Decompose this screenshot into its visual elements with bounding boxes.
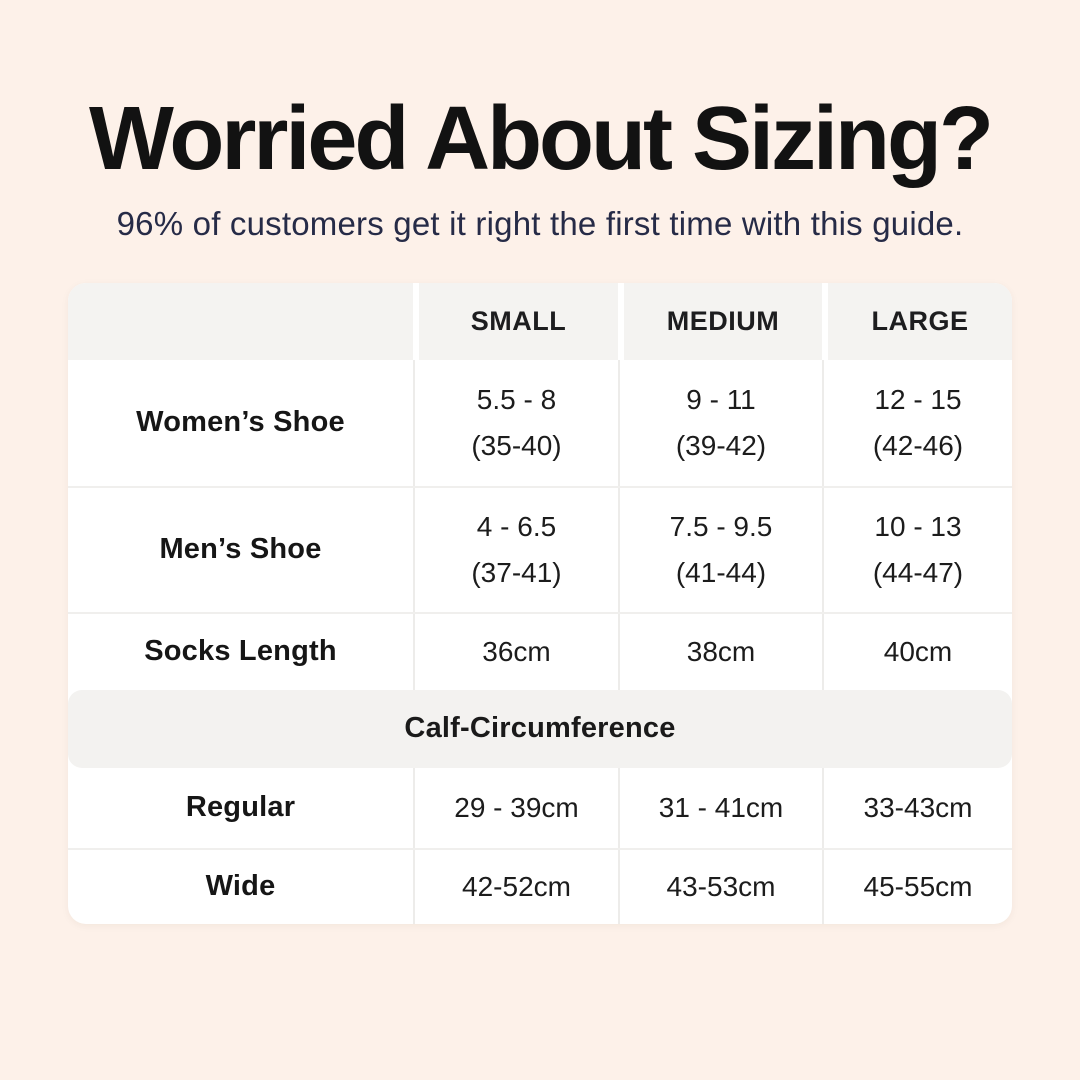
shoe-size-range: 12 - 15 [874, 384, 962, 416]
cell-regular-large: 33-43cm [822, 767, 1012, 848]
shoe-size-range: 9 - 11 [686, 384, 756, 416]
header-medium-label: MEDIUM [666, 305, 780, 336]
socks-length-value: 38cm [686, 635, 756, 667]
row-label: Wide [205, 870, 276, 902]
cell-regular-small: 29 - 39cm [413, 767, 618, 848]
row-label-cell: Men’s Shoe [68, 488, 413, 612]
table-row-regular: Regular 29 - 39cm 31 - 41cm 33-43cm [68, 767, 1012, 848]
size-table-card: SMALL MEDIUM LARGE Women’s Shoe 5.5 - 8 … [68, 282, 1012, 924]
shoe-size-range: 5.5 - 8 [476, 384, 557, 416]
header-cell-large: LARGE [822, 282, 1012, 360]
calf-value: 33-43cm [863, 791, 973, 823]
row-label: Women’s Shoe [136, 406, 345, 438]
cell-mens-large: 10 - 13 (44-47) [822, 487, 1012, 612]
shoe-size-eu: (42-46) [872, 429, 964, 461]
cell-socks-medium: 38cm [618, 613, 822, 690]
socks-length-value: 36cm [482, 635, 551, 667]
cell-socks-small: 36cm [413, 613, 618, 690]
shoe-size-range: 7.5 - 9.5 [669, 511, 773, 543]
header-small-label: SMALL [470, 305, 567, 336]
row-label-cell: Regular [68, 768, 413, 848]
cell-wide-medium: 43-53cm [618, 849, 822, 924]
socks-length-value: 40cm [883, 635, 953, 667]
cell-womens-small: 5.5 - 8 (35-40) [413, 359, 618, 486]
calf-value: 43-53cm [666, 870, 776, 902]
cell-womens-medium: 9 - 11 (39-42) [618, 359, 822, 486]
page-title: Worried About Sizing? [89, 89, 994, 189]
cell-regular-medium: 31 - 41cm [618, 767, 822, 848]
row-label: Regular [185, 791, 296, 823]
header-cell-empty [68, 282, 413, 360]
header-cell-small: SMALL [413, 282, 618, 360]
calf-value: 42-52cm [462, 870, 571, 902]
calf-value: 31 - 41cm [658, 791, 784, 823]
cell-mens-small: 4 - 6.5 (37-41) [413, 487, 618, 612]
table-row-wide: Wide 42-52cm 43-53cm 45-55cm [68, 847, 1012, 924]
shoe-size-eu: (35-40) [471, 429, 562, 461]
shoe-size-eu: (41-44) [675, 556, 767, 588]
table-row-socks-length: Socks Length 36cm 38cm 40cm [68, 611, 1012, 690]
table-row-womens-shoe: Women’s Shoe 5.5 - 8 (35-40) 9 - 11 (39-… [68, 359, 1012, 486]
cell-socks-large: 40cm [822, 613, 1012, 690]
page-subtitle: 96% of customers get it right the first … [116, 204, 964, 242]
shoe-size-eu: (44-47) [872, 556, 964, 588]
header-large-label: LARGE [871, 305, 969, 336]
shoe-size-eu: (37-41) [471, 556, 562, 588]
row-label-cell: Wide [68, 850, 413, 924]
shoe-size-eu: (39-42) [675, 429, 767, 461]
header-cell-medium: MEDIUM [618, 282, 822, 360]
row-label: Socks Length [144, 635, 337, 667]
cell-wide-large: 45-55cm [822, 849, 1012, 924]
cell-wide-small: 42-52cm [413, 849, 618, 924]
cell-womens-large: 12 - 15 (42-46) [822, 359, 1012, 486]
calf-section-title: Calf-Circumference [404, 712, 676, 744]
table-header-row: SMALL MEDIUM LARGE [68, 282, 1012, 360]
shoe-size-range: 10 - 13 [874, 511, 962, 543]
row-label-cell: Women’s Shoe [68, 360, 413, 486]
table-row-mens-shoe: Men’s Shoe 4 - 6.5 (37-41) 7.5 - 9.5 (41… [68, 485, 1012, 612]
shoe-size-range: 4 - 6.5 [476, 511, 557, 543]
calf-value: 45-55cm [863, 870, 973, 902]
row-label-cell: Socks Length [68, 614, 413, 690]
calf-value: 29 - 39cm [454, 791, 579, 823]
calf-section-header: Calf-Circumference [68, 689, 1012, 768]
cell-mens-medium: 7.5 - 9.5 (41-44) [618, 487, 822, 612]
row-label: Men’s Shoe [159, 533, 322, 565]
